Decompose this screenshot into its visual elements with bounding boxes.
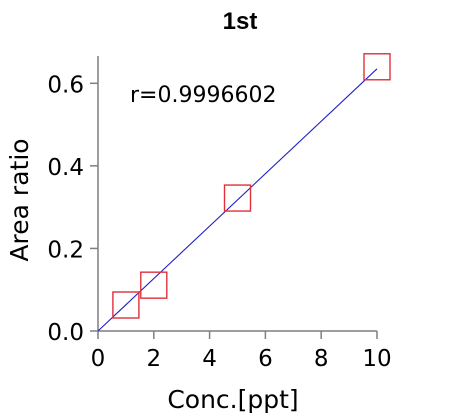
correlation-annotation: r=0.9996602 xyxy=(130,83,276,108)
data-point-marker xyxy=(223,184,252,212)
y-tick-label: 0.0 xyxy=(47,320,84,346)
axis-ticks: 0 2 4 6 8 10 0.0 0.2 0.4 0.6 xyxy=(47,72,391,372)
data-points xyxy=(112,53,391,319)
x-tick-label: 2 xyxy=(146,346,161,372)
x-tick-label: 4 xyxy=(202,346,217,372)
x-tick-label: 10 xyxy=(362,346,391,372)
x-axis-label: Conc.[ppt] xyxy=(167,385,298,414)
x-tick-label: 6 xyxy=(258,346,273,372)
y-tick-label: 0.4 xyxy=(47,155,84,181)
regression-line xyxy=(97,68,378,332)
y-axis-label: Area ratio xyxy=(5,138,34,261)
fit-line xyxy=(97,68,378,332)
data-point-marker xyxy=(140,271,168,299)
y-tick-label: 0.6 xyxy=(47,72,84,98)
y-tick-label: 0.2 xyxy=(47,237,84,263)
data-point-marker xyxy=(363,53,391,81)
chart-title: 1st xyxy=(223,8,258,35)
x-tick-label: 8 xyxy=(314,346,329,372)
x-tick-label: 0 xyxy=(91,346,106,372)
data-point-marker xyxy=(112,291,140,319)
